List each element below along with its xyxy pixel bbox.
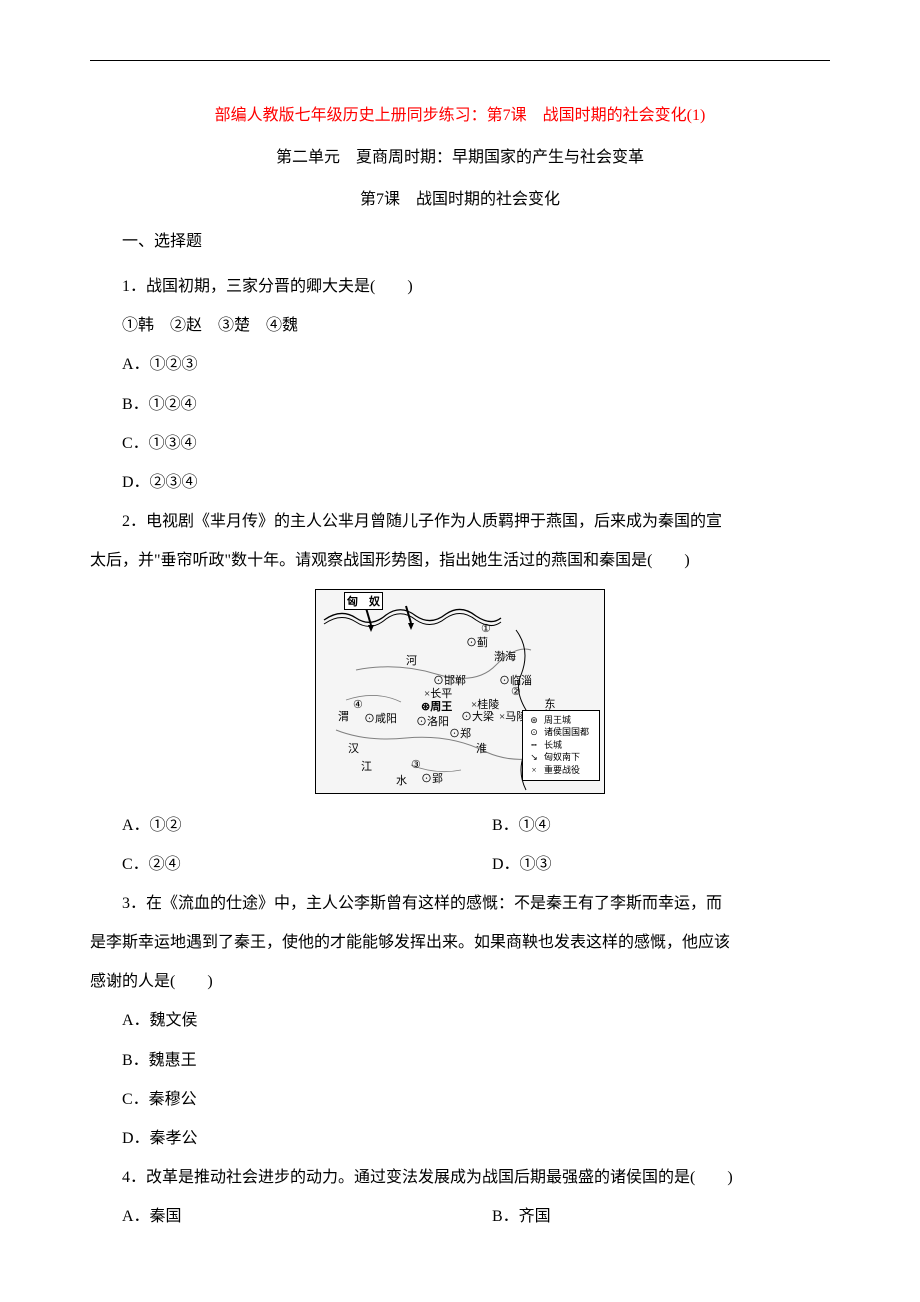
map-label-he: 河: [406, 652, 417, 668]
map-label-huai: 淮: [476, 740, 487, 756]
header-divider: [90, 60, 830, 61]
q1-stem: 1．战国初期，三家分晋的卿大夫是( ): [90, 269, 830, 304]
q2-choice-a: A．①②: [90, 808, 460, 843]
q3-stem-line3: 感谢的人是( ): [90, 964, 830, 999]
legend-row-2: ⊙诸侯国国都: [527, 726, 595, 739]
q3-choice-a: A．魏文侯: [90, 1003, 830, 1038]
map-label-daliang: ⊙大梁: [461, 708, 494, 724]
legend-row-1: ⊛周王城: [527, 714, 595, 727]
q4-choice-a: A．秦国: [90, 1199, 460, 1234]
map-circ-3: ③: [411, 758, 421, 771]
q2-stem-line2: 太后，并"垂帘听政"数十年。请观察战国形势图，指出她生活过的燕国和秦国是( ): [90, 543, 830, 578]
map-circ-2: ②: [511, 685, 521, 698]
q3-choice-b: B．魏惠王: [90, 1043, 830, 1078]
q1-choice-d: D．②③④: [90, 465, 830, 500]
document-title: 部编人教版七年级历史上册同步练习：第7课 战国时期的社会变化(1): [90, 101, 830, 125]
map-label-luoyang: ⊙洛阳: [416, 713, 449, 729]
map-label-wei: 渭: [338, 708, 349, 724]
legend-row-3: ┅长城: [527, 739, 595, 752]
q2-choice-b: B．①④: [460, 808, 830, 843]
unit-subtitle: 第二单元 夏商周时期：早期国家的产生与社会变革: [90, 143, 830, 167]
map-label-ying: ⊙郢: [421, 770, 443, 786]
q1-choice-c: C．①③④: [90, 426, 830, 461]
q2-row-2: C．②④ D．①③: [90, 847, 830, 882]
map-label-zheng: ⊙郑: [449, 725, 471, 741]
legend-row-4: ↘匈奴南下: [527, 751, 595, 764]
q4-choice-b: B．齐国: [460, 1199, 830, 1234]
q4-stem: 4．改革是推动社会进步的动力。通过变法发展成为战国后期最强盛的诸侯国的是( ): [90, 1160, 830, 1195]
legend-row-5: ×重要战役: [527, 764, 595, 777]
map-label-hanriver: 汉: [348, 740, 359, 756]
map-label-xiongnu: 匈 奴: [344, 592, 383, 610]
map-legend: ⊛周王城 ⊙诸侯国国都 ┅长城 ↘匈奴南下 ×重要战役: [522, 710, 600, 781]
q2-choice-c: C．②④: [90, 847, 460, 882]
q1-choice-b: B．①②④: [90, 387, 830, 422]
q1-choice-a: A．①②③: [90, 347, 830, 382]
q2-row-1: A．①② B．①④: [90, 808, 830, 843]
map-label-bohai: 渤海: [494, 648, 516, 664]
lesson-title: 第7课 战国时期的社会变化: [90, 185, 830, 209]
map-label-shui: 水: [396, 772, 407, 788]
q3-choice-c: C．秦穆公: [90, 1082, 830, 1117]
map-figure: 匈 奴 ⊙蓟 ① 渤海 ⊙临淄 ② ⊙邯郸 ×长平 ④ ⊙咸阳 渭 ⊛周王 ×桂…: [90, 589, 830, 794]
q4-row-1: A．秦国 B．齐国: [90, 1199, 830, 1234]
map-label-zhouwang: ⊛周王: [421, 698, 452, 714]
q2-stem-line1: 2．电视剧《芈月传》的主人公芈月曾随儿子作为人质羁押于燕国，后来成为秦国的宣: [90, 504, 830, 539]
q1-subs: ①韩 ②赵 ③楚 ④魏: [90, 308, 830, 343]
q2-choice-d: D．①③: [460, 847, 830, 882]
map-label-xianyang: ⊙咸阳: [364, 710, 397, 726]
map-circ-1: ①: [481, 622, 491, 635]
q3-stem-line1: 3．在《流血的仕途》中，主人公李斯曾有这样的感慨：不是秦王有了李斯而幸运，而: [90, 886, 830, 921]
warring-states-map: 匈 奴 ⊙蓟 ① 渤海 ⊙临淄 ② ⊙邯郸 ×长平 ④ ⊙咸阳 渭 ⊛周王 ×桂…: [315, 589, 605, 794]
q3-stem-line2: 是李斯幸运地遇到了秦王，使他的才能能够发挥出来。如果商鞅也发表这样的感慨，他应该: [90, 925, 830, 960]
map-label-ji: ⊙蓟: [466, 634, 488, 650]
q3-choice-d: D．秦孝公: [90, 1121, 830, 1156]
map-circ-4: ④: [353, 698, 363, 711]
map-label-jiang: 江: [361, 758, 372, 774]
section-heading: 一、选择题: [90, 227, 830, 251]
